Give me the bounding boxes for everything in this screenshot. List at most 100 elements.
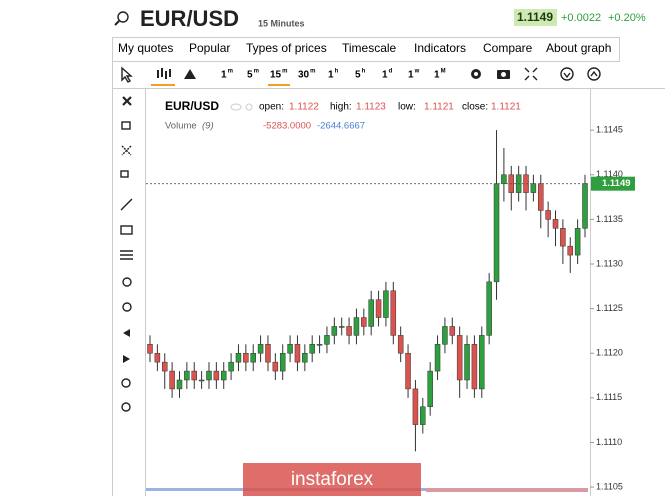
search-icon[interactable] <box>114 11 129 26</box>
y-tick-label: 1.1105 <box>596 481 623 491</box>
timeframe-button[interactable]: 1 <box>434 70 440 81</box>
y-tick-label: 1.1145 <box>596 125 623 135</box>
sidebar-tools <box>120 121 133 412</box>
candle-body <box>206 370 212 381</box>
volume-period: (9) <box>202 121 214 132</box>
active-timeframe-underline <box>268 84 290 86</box>
close-value: 1.1121 <box>491 102 521 113</box>
zoom-fit-tool[interactable] <box>121 402 131 412</box>
candle-body <box>147 344 153 354</box>
cross-tool[interactable] <box>121 145 132 156</box>
low-value: 1.1121 <box>424 102 454 113</box>
timeframe-unit[interactable]: d <box>389 69 393 75</box>
candles-tool[interactable] <box>157 68 171 79</box>
timeframe-button[interactable]: 1 <box>382 70 388 81</box>
open-value: 1.1122 <box>289 102 319 113</box>
timeframe-unit[interactable]: m <box>310 69 315 75</box>
legend-symbol: EUR/USD <box>165 99 219 113</box>
candle-body <box>154 352 161 363</box>
candle-body <box>545 210 551 220</box>
last-price-label: 1.1149 <box>602 178 631 189</box>
candle-body <box>184 370 190 381</box>
candle-body <box>560 228 566 247</box>
zoom-reset-tool[interactable] <box>121 378 131 388</box>
timeframe-unit[interactable]: M <box>441 69 446 75</box>
menu-item[interactable]: Timescale <box>342 41 397 55</box>
y-tick-label: 1.1135 <box>596 214 623 224</box>
candle-body <box>420 406 426 425</box>
candle-body <box>302 352 308 363</box>
candle-body <box>272 361 279 372</box>
levels-tool[interactable] <box>120 250 133 260</box>
candle-body <box>368 299 374 327</box>
timeframe-button[interactable]: 5 <box>355 70 361 81</box>
menu-item[interactable]: My quotes <box>118 41 173 55</box>
cursor-tool[interactable] <box>121 66 133 83</box>
high-label: high: <box>330 102 352 113</box>
scroll-left-tool[interactable] <box>123 329 130 337</box>
candle-body <box>530 183 537 193</box>
candle-body <box>538 183 544 211</box>
candle-body <box>442 326 448 345</box>
candle-body <box>220 370 227 381</box>
candle-body <box>567 245 574 256</box>
timeframe-unit[interactable]: m <box>282 69 287 75</box>
menu-item[interactable]: Indicators <box>414 41 466 55</box>
timeframe-button[interactable]: 5 <box>247 70 253 81</box>
candle-body <box>257 344 264 354</box>
timeframe-unit[interactable]: h <box>362 69 366 75</box>
menu-item[interactable]: Popular <box>189 41 230 55</box>
candle-body <box>479 335 485 390</box>
y-tick-label: 1.1140 <box>596 169 623 179</box>
download-icon[interactable] <box>560 67 574 81</box>
candle-body <box>412 388 419 425</box>
candle-body <box>294 344 301 363</box>
zoom-out-tool[interactable] <box>122 302 132 312</box>
price: 1.1149 <box>517 10 553 24</box>
menu-item[interactable]: Types of prices <box>246 41 327 55</box>
candle-body <box>169 370 175 390</box>
candle-body <box>287 344 293 354</box>
timeframe-button[interactable]: 30 <box>298 70 310 81</box>
candle-body <box>235 352 242 363</box>
menu-item[interactable]: About graph <box>546 41 611 55</box>
candle-body <box>390 290 397 336</box>
change-pct: +0.20% <box>608 12 646 24</box>
timeframe-unit[interactable]: h <box>335 69 339 75</box>
timeframe-unit[interactable]: m <box>228 69 233 75</box>
volume-sell: -5283.0000 <box>263 121 311 132</box>
candle-body <box>405 352 411 390</box>
timeframe-unit[interactable]: m <box>254 69 259 75</box>
candle-body <box>176 379 183 390</box>
line-tool[interactable] <box>120 198 133 211</box>
copy-tool[interactable] <box>120 170 129 178</box>
area-tool[interactable] <box>184 69 196 79</box>
timeframe-unit[interactable]: w <box>414 69 420 75</box>
candle-body <box>338 326 345 328</box>
y-tick-label: 1.1130 <box>596 258 623 268</box>
select-tool[interactable] <box>121 121 131 130</box>
candle-body <box>501 174 507 184</box>
candle-body <box>375 299 382 318</box>
menu-item[interactable]: Compare <box>483 41 533 55</box>
candle-body <box>361 317 367 327</box>
screenshot-icon[interactable] <box>497 70 510 79</box>
delete-tool[interactable] <box>122 96 132 106</box>
timeframe-button[interactable]: 1 <box>221 70 227 81</box>
rect-tool[interactable] <box>120 225 133 235</box>
timeframe-button[interactable]: 1 <box>408 70 414 81</box>
legend-eye[interactable] <box>230 103 253 111</box>
candle-body <box>471 344 478 390</box>
volume-label: Volume <box>165 121 197 132</box>
high-value: 1.1123 <box>356 102 386 113</box>
zoom-in-tool[interactable] <box>122 277 132 287</box>
timeframe-button[interactable]: 15 <box>270 70 282 81</box>
timeframe: 15 Minutes <box>258 18 305 28</box>
upload-icon[interactable] <box>587 67 601 81</box>
timeframe-button[interactable]: 1 <box>328 70 334 81</box>
fullscreen-icon[interactable] <box>524 67 538 81</box>
candle-body <box>456 335 463 381</box>
scroll-right-tool[interactable] <box>123 355 130 363</box>
settings-icon[interactable] <box>471 69 481 79</box>
